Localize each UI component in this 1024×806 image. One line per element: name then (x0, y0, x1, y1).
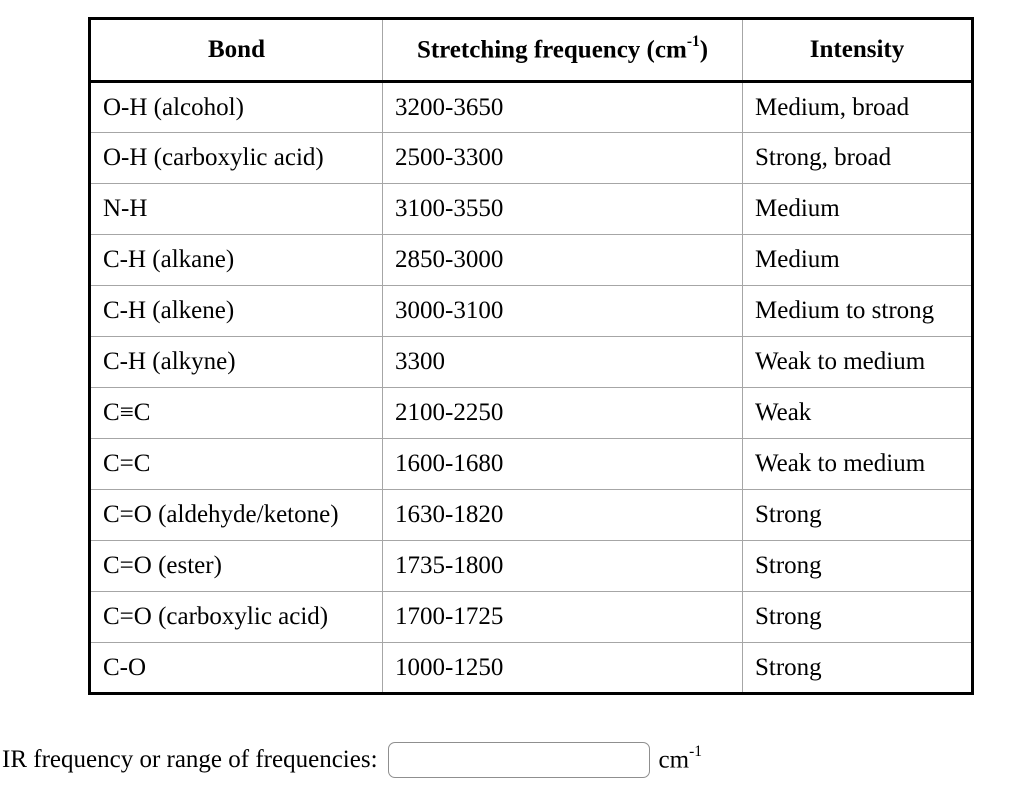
frequency-header-text: Stretching frequency (cm (416, 36, 687, 64)
frequency-cell: 3300 (382, 336, 743, 388)
frequency-cell: 3100-3550 (382, 183, 743, 235)
frequency-header-close-paren: ) (699, 36, 709, 64)
column-header-intensity: Intensity (742, 18, 973, 83)
bond-cell: C=C (89, 438, 383, 490)
intensity-cell: Strong, broad (742, 132, 973, 184)
frequency-cell: 3000-3100 (382, 285, 743, 337)
bond-cell: C-H (alkane) (89, 234, 383, 286)
bond-cell: C-O (89, 642, 383, 694)
bond-cell: C=O (carboxylic acid) (89, 591, 383, 643)
bond-cell: O-H (carboxylic acid) (89, 132, 383, 184)
bond-cell: C=O (ester) (89, 540, 383, 592)
bond-cell: C-H (alkyne) (89, 336, 383, 388)
intensity-cell: Strong (742, 591, 973, 643)
table-row: C=O (carboxylic acid) 1700-1725 Strong (89, 591, 973, 643)
table-row: C=C 1600-1680 Weak to medium (89, 438, 973, 490)
frequency-input-label: IR frequency or range of frequencies: (2, 746, 378, 773)
column-header-bond: Bond (89, 18, 383, 83)
table-row: O-H (alcohol) 3200-3650 Medium, broad (89, 81, 973, 133)
frequency-answer-row: IR frequency or range of frequencies: cm… (2, 742, 702, 778)
bond-cell: C-H (alkene) (89, 285, 383, 337)
column-header-frequency: Stretching frequency (cm-1) (382, 18, 743, 83)
frequency-cell: 1600-1680 (382, 438, 743, 490)
intensity-cell: Medium, broad (742, 81, 973, 133)
frequency-cell: 2850-3000 (382, 234, 743, 286)
intensity-cell: Weak (742, 387, 973, 439)
frequency-unit: cm-1 (658, 743, 702, 774)
intensity-cell: Weak to medium (742, 438, 973, 490)
table-header-row: Bond Stretching frequency (cm-1) Intensi… (89, 18, 973, 83)
frequency-unit-superscript: -1 (689, 743, 702, 761)
intensity-cell: Strong (742, 642, 973, 694)
intensity-cell: Medium (742, 183, 973, 235)
bond-cell: C≡C (89, 387, 383, 439)
frequency-cell: 1735-1800 (382, 540, 743, 592)
intensity-cell: Medium (742, 234, 973, 286)
intensity-cell: Weak to medium (742, 336, 973, 388)
table-row: O-H (carboxylic acid) 2500-3300 Strong, … (89, 132, 973, 184)
frequency-cell: 3200-3650 (382, 81, 743, 133)
table-row: C-H (alkane) 2850-3000 Medium (89, 234, 973, 286)
intensity-cell: Strong (742, 540, 973, 592)
frequency-header-superscript: -1 (686, 33, 700, 51)
frequency-cell: 1700-1725 (382, 591, 743, 643)
bond-cell: C=O (aldehyde/ketone) (89, 489, 383, 541)
bond-cell: O-H (alcohol) (89, 81, 383, 133)
intensity-cell: Strong (742, 489, 973, 541)
table-row: C=O (ester) 1735-1800 Strong (89, 540, 973, 592)
table-row: N-H 3100-3550 Medium (89, 183, 973, 235)
frequency-cell: 2100-2250 (382, 387, 743, 439)
bond-cell: N-H (89, 183, 383, 235)
frequency-unit-base: cm (658, 746, 690, 774)
intensity-cell: Medium to strong (742, 285, 973, 337)
frequency-input[interactable] (387, 742, 650, 778)
frequency-cell: 1630-1820 (382, 489, 743, 541)
ir-frequency-table: Bond Stretching frequency (cm-1) Intensi… (88, 17, 974, 695)
frequency-cell: 1000-1250 (382, 642, 743, 694)
table-row: C-H (alkyne) 3300 Weak to medium (89, 336, 973, 388)
table-row: C-O 1000-1250 Strong (89, 642, 973, 694)
frequency-cell: 2500-3300 (382, 132, 743, 184)
table-row: C=O (aldehyde/ketone) 1630-1820 Strong (89, 489, 973, 541)
table-row: C≡C 2100-2250 Weak (89, 387, 973, 439)
table-row: C-H (alkene) 3000-3100 Medium to strong (89, 285, 973, 337)
